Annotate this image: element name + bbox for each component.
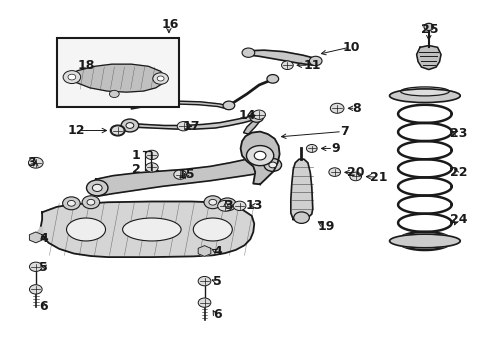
Circle shape [281,61,293,69]
Circle shape [82,196,100,209]
Text: 4: 4 [213,245,222,258]
Text: 18: 18 [77,59,95,72]
FancyBboxPatch shape [57,38,178,107]
Circle shape [249,112,263,122]
Circle shape [177,122,189,131]
Circle shape [423,23,433,31]
Circle shape [157,76,163,81]
Text: 1: 1 [132,149,141,162]
Circle shape [87,199,95,205]
Ellipse shape [122,218,181,241]
Text: 2: 2 [132,163,141,176]
Text: 19: 19 [317,220,334,233]
Polygon shape [416,45,440,69]
Polygon shape [67,64,165,92]
Text: 14: 14 [238,109,255,122]
Circle shape [62,197,80,210]
Polygon shape [290,159,312,220]
Circle shape [223,101,234,110]
Circle shape [29,285,42,294]
Text: 21: 21 [369,171,386,184]
Circle shape [264,158,281,171]
Circle shape [198,298,210,307]
Circle shape [306,144,317,152]
Text: 9: 9 [331,142,340,155]
Circle shape [254,151,265,160]
Text: 13: 13 [245,199,263,212]
Circle shape [67,201,75,206]
Circle shape [153,73,168,84]
Circle shape [266,75,278,83]
Circle shape [145,163,158,172]
Ellipse shape [389,89,459,103]
Text: 12: 12 [67,124,85,137]
Circle shape [330,103,343,113]
Polygon shape [243,116,261,134]
Circle shape [63,71,81,84]
Circle shape [218,198,236,211]
Circle shape [121,119,139,132]
Text: 8: 8 [352,102,360,115]
Circle shape [111,126,124,135]
Text: 23: 23 [449,127,467,140]
Text: 11: 11 [304,59,321,72]
Circle shape [126,123,134,129]
Circle shape [252,110,265,120]
Circle shape [268,162,276,168]
Text: 22: 22 [449,166,467,179]
Text: 20: 20 [346,166,364,179]
Circle shape [109,90,119,98]
Circle shape [208,199,216,205]
Circle shape [173,170,186,179]
Text: 24: 24 [449,213,467,226]
Text: 6: 6 [39,300,48,313]
Text: 17: 17 [182,120,199,133]
Polygon shape [126,115,258,129]
Circle shape [328,168,340,176]
Text: 3: 3 [27,156,36,168]
Polygon shape [244,50,317,65]
Ellipse shape [389,234,459,248]
Circle shape [92,184,102,192]
Text: 25: 25 [420,23,438,36]
Polygon shape [92,158,277,196]
Circle shape [145,150,158,159]
Text: 10: 10 [342,41,360,54]
Text: 6: 6 [213,308,222,321]
Text: 4: 4 [39,231,48,244]
Circle shape [203,196,221,209]
Circle shape [233,201,245,211]
Circle shape [223,202,231,207]
Ellipse shape [66,218,105,241]
Polygon shape [29,232,42,243]
Circle shape [293,212,309,224]
Circle shape [349,172,361,181]
Ellipse shape [400,87,448,96]
Circle shape [217,201,232,211]
Text: 5: 5 [213,275,222,288]
Circle shape [86,180,108,196]
Circle shape [198,276,210,286]
Polygon shape [41,202,254,257]
Text: 7: 7 [339,125,348,138]
Polygon shape [198,246,210,256]
Ellipse shape [193,218,232,241]
Polygon shape [240,132,279,184]
Circle shape [242,48,254,57]
Text: 3: 3 [224,199,233,212]
Circle shape [309,56,322,66]
Polygon shape [131,101,229,109]
Text: 16: 16 [162,18,179,31]
Circle shape [68,74,76,80]
Circle shape [246,145,273,166]
Text: 15: 15 [177,168,194,181]
Text: 5: 5 [39,261,48,274]
Polygon shape [36,227,42,243]
Circle shape [29,262,42,271]
Circle shape [28,157,43,168]
